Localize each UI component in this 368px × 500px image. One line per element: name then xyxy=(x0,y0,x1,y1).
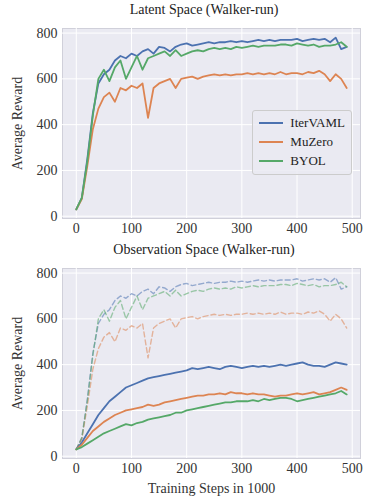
svg-text:400: 400 xyxy=(287,221,308,236)
svg-text:400: 400 xyxy=(287,461,308,476)
svg-text:800: 800 xyxy=(37,26,58,41)
svg-text:300: 300 xyxy=(231,221,252,236)
svg-text:100: 100 xyxy=(121,461,142,476)
html-text:IterVAML: IterVAML xyxy=(290,115,345,130)
svg-text:0: 0 xyxy=(51,449,58,464)
html-text:Latent Space (Walker-run): Latent Space (Walker-run) xyxy=(129,2,279,17)
svg-text:600: 600 xyxy=(37,71,58,86)
html-text:Observation Space (Walker-run): Observation Space (Walker-run) xyxy=(113,242,295,257)
svg-text:0: 0 xyxy=(73,461,80,476)
html-text:BYOL: BYOL xyxy=(290,153,326,168)
html-text:MuZero: MuZero xyxy=(290,134,333,149)
svg-text:200: 200 xyxy=(37,163,58,178)
svg-text:200: 200 xyxy=(176,221,197,236)
svg-text:400: 400 xyxy=(37,117,58,132)
svg-text:Training Steps in 1000: Training Steps in 1000 xyxy=(148,481,275,496)
svg-text:200: 200 xyxy=(176,461,197,476)
svg-text:Average Reward: Average Reward xyxy=(10,317,25,410)
svg-text:100: 100 xyxy=(121,221,142,236)
svg-text:600: 600 xyxy=(37,311,58,326)
svg-text:300: 300 xyxy=(231,461,252,476)
svg-text:500: 500 xyxy=(342,221,363,236)
svg-text:Average Reward: Average Reward xyxy=(10,77,25,170)
svg-text:500: 500 xyxy=(342,461,363,476)
svg-text:0: 0 xyxy=(73,221,80,236)
svg-text:200: 200 xyxy=(37,403,58,418)
svg-text:0: 0 xyxy=(51,209,58,224)
svg-text:400: 400 xyxy=(37,357,58,372)
svg-text:800: 800 xyxy=(37,266,58,281)
